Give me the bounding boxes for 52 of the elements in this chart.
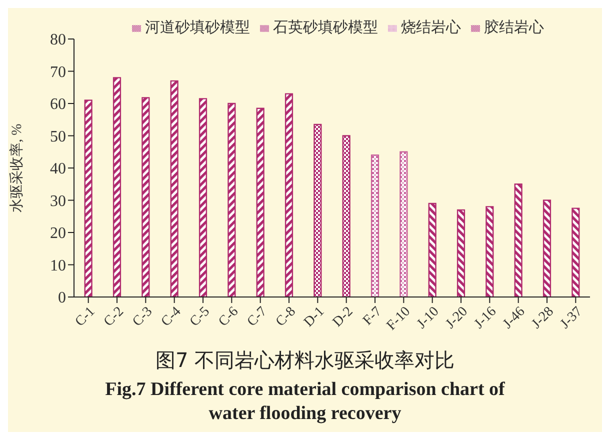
legend-label: 石英砂填砂模型 bbox=[273, 20, 378, 36]
bar bbox=[142, 97, 150, 297]
x-tick-label: J-37 bbox=[558, 304, 586, 332]
y-tick-label: 60 bbox=[50, 96, 66, 114]
y-tick-label: 80 bbox=[50, 32, 66, 49]
bar bbox=[284, 93, 294, 297]
x-tick-label: J-46 bbox=[500, 304, 528, 332]
y-tick-label: 40 bbox=[50, 160, 66, 178]
bar bbox=[84, 100, 92, 297]
x-tick-label: C-6 bbox=[216, 304, 242, 330]
x-tick-label: D-1 bbox=[302, 304, 328, 330]
bar bbox=[486, 206, 494, 297]
bar bbox=[400, 151, 408, 297]
x-tick-label: J-28 bbox=[529, 304, 557, 332]
bar bbox=[456, 209, 466, 297]
bar bbox=[170, 80, 178, 297]
x-tick-label: C-5 bbox=[187, 304, 213, 330]
x-tick-label: C-2 bbox=[101, 304, 127, 330]
x-tick-label: C-8 bbox=[273, 304, 299, 330]
legend-label: 胶结岩心 bbox=[484, 20, 544, 36]
y-axis-title: 水驱采收率, % bbox=[8, 123, 25, 212]
legend-label: 烧结岩心 bbox=[401, 20, 461, 36]
y-tick-label: 50 bbox=[50, 128, 66, 146]
bar bbox=[228, 102, 236, 297]
x-tick-label: F-7 bbox=[360, 304, 385, 329]
y-tick-label: 30 bbox=[50, 192, 66, 210]
legend-label: 河道砂填砂模型 bbox=[145, 20, 250, 36]
text: Fig.7 Different core material comparison chart of water flooding recovery bbox=[105, 378, 505, 426]
bar bbox=[112, 77, 122, 297]
y-tick-label: 10 bbox=[50, 257, 66, 274]
y-tick-label: 0 bbox=[58, 290, 66, 307]
bar bbox=[342, 135, 350, 297]
y-tick-label: 20 bbox=[50, 225, 66, 242]
bar bbox=[314, 124, 322, 297]
x-tick-label: C-4 bbox=[158, 304, 184, 330]
bar bbox=[198, 98, 208, 297]
bar bbox=[256, 108, 264, 297]
y-tick-label: 70 bbox=[50, 64, 66, 81]
x-tick-label: C-1 bbox=[72, 304, 98, 330]
x-tick-label: J-16 bbox=[472, 304, 500, 332]
bar bbox=[542, 200, 552, 297]
bar bbox=[370, 154, 380, 297]
bar bbox=[572, 208, 580, 297]
bar bbox=[428, 202, 436, 297]
x-tick-label: D-2 bbox=[330, 304, 356, 330]
x-tick-label: C-3 bbox=[130, 304, 156, 330]
x-tick-label: J-20 bbox=[443, 304, 471, 332]
x-tick-label: C-7 bbox=[244, 304, 270, 330]
x-tick-label: J-10 bbox=[414, 304, 442, 332]
text: 图7 不同岩心材料水驱采收率对比 bbox=[154, 347, 456, 374]
bar bbox=[514, 184, 522, 297]
x-tick-label: F-10 bbox=[384, 304, 414, 334]
